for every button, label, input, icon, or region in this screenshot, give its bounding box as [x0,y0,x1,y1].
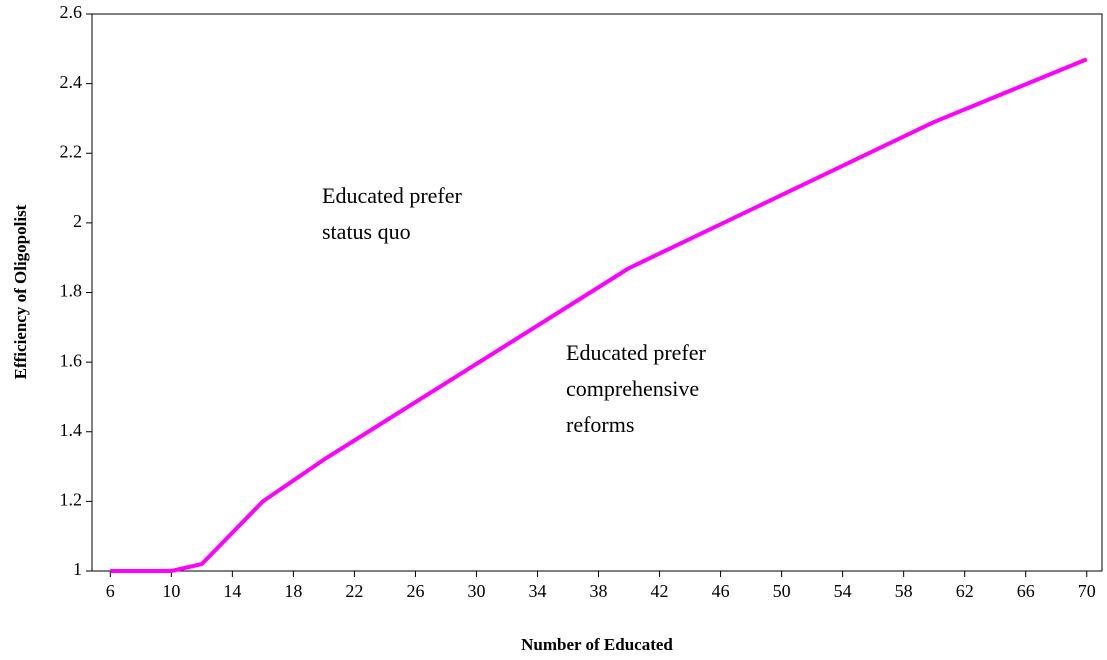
annotation: status quo [322,219,411,244]
x-tick-label: 50 [773,581,791,601]
y-tick-label: 2 [73,211,82,231]
x-tick-label: 58 [895,581,913,601]
annotation: Educated prefer [322,183,463,208]
y-tick-label: 1.2 [60,490,83,510]
y-tick-label: 1.4 [60,420,83,440]
x-tick-label: 42 [651,581,669,601]
x-tick-label: 22 [345,581,363,601]
y-axis-label: Efficiency of Oligopolist [11,204,30,379]
annotation: Educated prefer [566,340,707,365]
y-tick-label: 2.4 [60,72,83,92]
x-axis-label: Number of Educated [521,635,673,654]
plot-frame [91,13,1103,572]
x-tick-label: 6 [106,581,115,601]
x-tick-label: 66 [1017,581,1035,601]
x-tick-label: 30 [467,581,485,601]
y-tick-label: 2.2 [60,141,83,161]
annotation: reforms [566,412,634,437]
x-tick-label: 18 [284,581,302,601]
y-tick-label: 1.6 [60,350,83,370]
x-tick-label: 26 [406,581,424,601]
x-tick-label: 62 [956,581,974,601]
x-tick-label: 14 [223,581,241,601]
y-tick-label: 1 [73,559,82,579]
x-tick-label: 46 [712,581,730,601]
x-tick-label: 38 [590,581,608,601]
annotation: comprehensive [566,376,699,401]
x-tick-label: 34 [528,581,546,601]
x-tick-label: 70 [1078,581,1096,601]
y-tick-label: 1.8 [60,281,83,301]
x-tick-label: 54 [834,581,852,601]
x-tick-label: 10 [162,581,180,601]
series-line [110,57,1088,573]
y-tick-label: 2.6 [60,2,83,22]
